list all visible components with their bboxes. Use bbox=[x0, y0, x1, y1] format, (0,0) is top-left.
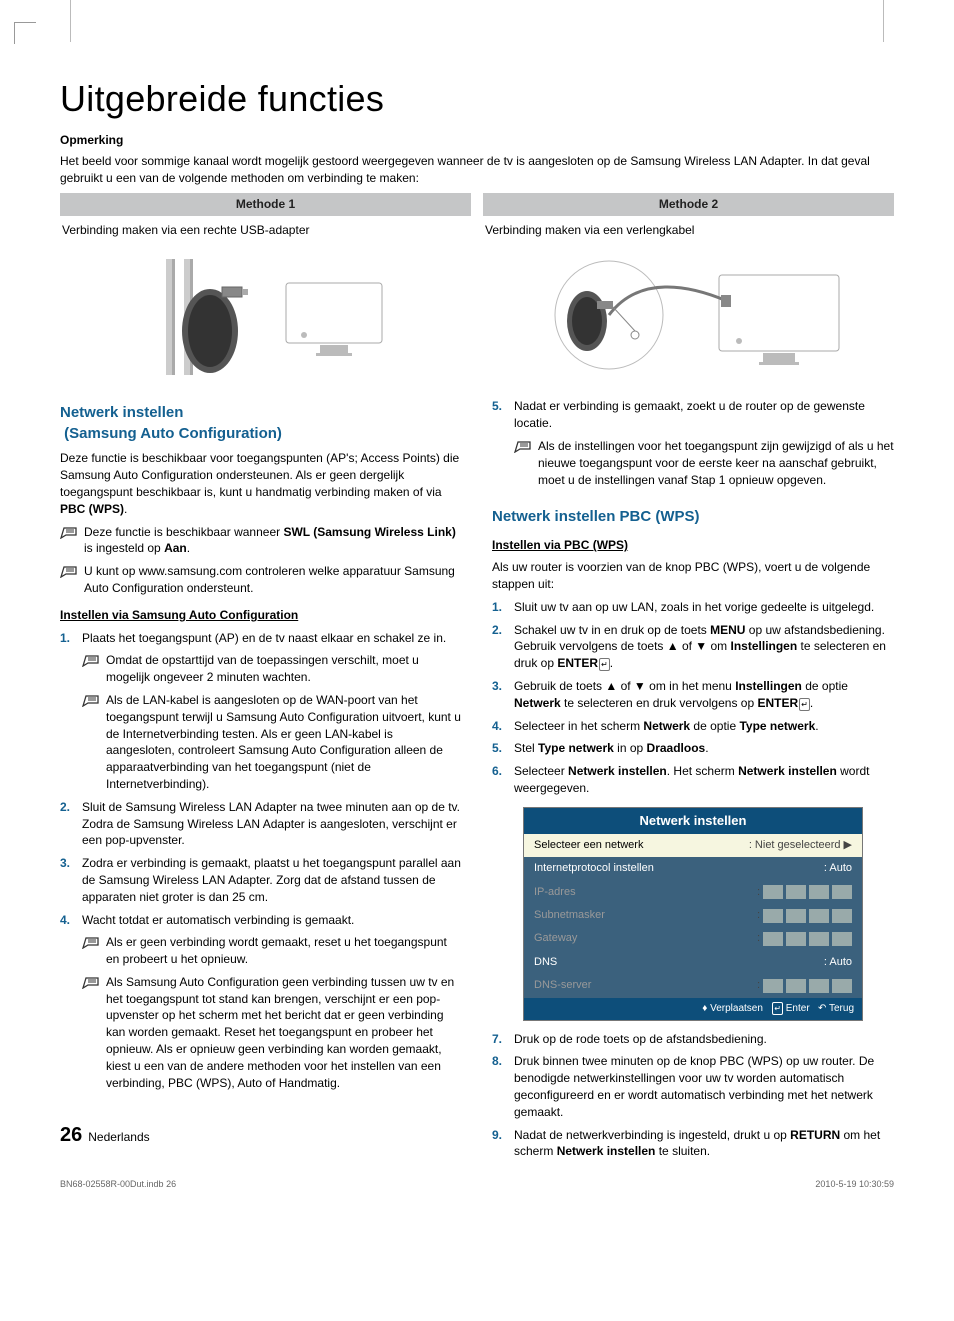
pbc-step1: Sluit uw tv aan op uw LAN, zoals in het … bbox=[514, 600, 874, 614]
guide-line bbox=[70, 0, 71, 42]
autoconf-note1: Deze functie is beschikbaar wanneer SWL … bbox=[60, 524, 462, 558]
pbc-steps-cont: 7.Druk op de rode toets op de afstandsbe… bbox=[492, 1031, 894, 1161]
autoconf-step3: Zodra er verbinding is gemaakt, plaatst … bbox=[82, 856, 461, 904]
pbc-step6: Selecteer Netwerk instellen. Het scherm … bbox=[514, 764, 869, 795]
network-settings-panel: Netwerk instellen Selecteer een netwerk … bbox=[523, 807, 863, 1021]
method2-illustration bbox=[483, 242, 894, 392]
network-row-protocol: Internetprotocol instellen : Auto bbox=[524, 857, 862, 880]
left-column: Netwerk instellen (Samsung Auto Configur… bbox=[60, 392, 462, 1166]
note-icon bbox=[60, 564, 78, 578]
note-icon bbox=[82, 693, 100, 707]
autoconf-steps-cont: 5.Nadat er verbinding is gemaakt, zoekt … bbox=[492, 398, 894, 488]
pbc-step8: Druk binnen twee minuten op de knop PBC … bbox=[514, 1054, 874, 1118]
autoconf-step5: Nadat er verbinding is gemaakt, zoekt u … bbox=[514, 399, 865, 430]
right-column: 5.Nadat er verbinding is gemaakt, zoekt … bbox=[492, 392, 894, 1166]
autoconf-step2: Sluit de Samsung Wireless LAN Adapter na… bbox=[82, 800, 460, 848]
autoconf-heading: Netwerk instellen (Samsung Auto Configur… bbox=[60, 402, 462, 444]
autoconf-step1-note2: Als de LAN-kabel is aangesloten op de WA… bbox=[82, 692, 462, 793]
pbc-step5: Stel Type netwerk in op Draadloos. bbox=[514, 741, 709, 755]
autoconf-note2: U kunt op www.samsung.com controleren we… bbox=[60, 563, 462, 597]
pbc-step3: Gebruik de toets ▲ of ▼ om in het menu I… bbox=[514, 679, 848, 710]
pbc-step4: Selecteer in het scherm Netwerk de optie… bbox=[514, 719, 819, 733]
network-panel-footer: ♦ Verplaatsen ↵ Enter ↶ Terug bbox=[524, 998, 862, 1020]
remark-heading: Opmerking bbox=[60, 132, 894, 149]
note-icon bbox=[82, 935, 100, 949]
method1-subtitle: Verbinding maken via een rechte USB-adap… bbox=[60, 216, 471, 243]
guide-line bbox=[883, 0, 884, 42]
network-row-dnsserver: DNS-server : bbox=[524, 974, 862, 997]
method2-subtitle: Verbinding maken via een verlengkabel bbox=[483, 216, 894, 243]
pbc-step9: Nadat de netwerkverbinding is ingesteld,… bbox=[514, 1128, 880, 1159]
pbc-step7: Druk op de rode toets op de afstandsbedi… bbox=[514, 1032, 767, 1046]
remark-text: Het beeld voor sommige kanaal wordt moge… bbox=[60, 153, 894, 187]
autoconf-step1: Plaats het toegangspunt (AP) en de tv na… bbox=[82, 631, 446, 645]
crop-mark bbox=[14, 22, 36, 44]
pbc-heading: Netwerk instellen PBC (WPS) bbox=[492, 506, 894, 527]
autoconf-step4-note1: Als er geen verbinding wordt gemaakt, re… bbox=[82, 934, 462, 968]
note-icon bbox=[82, 975, 100, 989]
method2-header: Methode 2 bbox=[483, 193, 894, 216]
page-title: Uitgebreide functies bbox=[60, 74, 894, 124]
autoconf-step5-note: Als de instellingen voor het toegangspun… bbox=[514, 438, 894, 488]
network-row-select: Selecteer een netwerk : Niet geselecteer… bbox=[524, 834, 862, 857]
pbc-intro: Als uw router is voorzien van de knop PB… bbox=[492, 559, 894, 593]
note-icon bbox=[60, 525, 78, 539]
autoconf-step1-note1: Omdat de opstarttijd van de toepassingen… bbox=[82, 652, 462, 686]
network-row-dns: DNS : Auto bbox=[524, 951, 862, 974]
print-footer: BN68-02558R-00Dut.indb 26 2010-5-19 10:3… bbox=[60, 1178, 894, 1191]
pbc-steps: 1.Sluit uw tv aan op uw LAN, zoals in he… bbox=[492, 599, 894, 797]
network-panel-header: Netwerk instellen bbox=[524, 808, 862, 834]
network-row-subnet: Subnetmasker : bbox=[524, 904, 862, 927]
autoconf-intro: Deze functie is beschikbaar voor toegang… bbox=[60, 450, 462, 517]
note-icon bbox=[514, 439, 532, 453]
page-number: 26 bbox=[60, 1121, 82, 1149]
method1-illustration bbox=[60, 242, 471, 392]
network-row-ip: IP-adres : bbox=[524, 881, 862, 904]
method1-header: Methode 1 bbox=[60, 193, 471, 216]
note-icon bbox=[82, 653, 100, 667]
footer-file: BN68-02558R-00Dut.indb 26 bbox=[60, 1178, 176, 1191]
autoconf-step4-note2: Als Samsung Auto Configuration geen verb… bbox=[82, 974, 462, 1092]
pbc-step2: Schakel uw tv in en druk op de toets MEN… bbox=[514, 623, 886, 671]
methods-row: Methode 1 Verbinding maken via een recht… bbox=[60, 193, 894, 393]
page-footer: 26 Nederlands bbox=[60, 1121, 462, 1149]
footer-date: 2010-5-19 10:30:59 bbox=[815, 1178, 894, 1191]
network-row-gateway: Gateway : bbox=[524, 927, 862, 950]
autoconf-step4: Wacht totdat er automatisch verbinding i… bbox=[82, 913, 354, 927]
autoconf-steps: 1.Plaats het toegangspunt (AP) en de tv … bbox=[60, 630, 462, 1092]
pbc-subhead: Instellen via PBC (WPS) bbox=[492, 537, 894, 554]
autoconf-subhead: Instellen via Samsung Auto Configuration bbox=[60, 607, 462, 624]
page-language: Nederlands bbox=[88, 1129, 149, 1146]
